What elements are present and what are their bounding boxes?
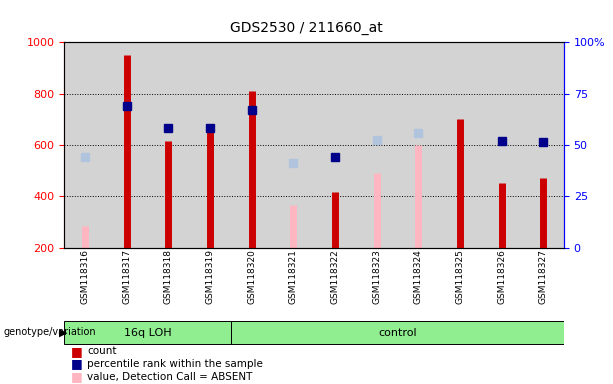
Bar — [106, 42, 148, 248]
Text: GSM118326: GSM118326 — [497, 249, 506, 304]
Bar — [481, 42, 522, 248]
Text: percentile rank within the sample: percentile rank within the sample — [87, 359, 263, 369]
Bar — [314, 42, 356, 248]
Text: ■: ■ — [70, 370, 82, 383]
Text: GSM118316: GSM118316 — [81, 249, 89, 304]
Text: ▶: ▶ — [59, 327, 67, 337]
Text: GSM118318: GSM118318 — [164, 249, 173, 304]
Text: GSM118323: GSM118323 — [372, 249, 381, 304]
Bar — [64, 42, 106, 248]
Bar — [231, 42, 273, 248]
Text: GSM118322: GSM118322 — [330, 249, 340, 304]
Bar — [273, 42, 314, 248]
Text: control: control — [378, 328, 417, 338]
Text: ■: ■ — [70, 345, 82, 358]
Text: count: count — [87, 346, 116, 356]
Bar — [439, 42, 481, 248]
Text: ■: ■ — [70, 358, 82, 371]
Text: genotype/variation: genotype/variation — [3, 327, 96, 337]
Bar — [231, 321, 564, 344]
Bar — [148, 42, 189, 248]
Bar — [189, 42, 231, 248]
Text: GSM118325: GSM118325 — [455, 249, 465, 304]
Text: GDS2530 / 211660_at: GDS2530 / 211660_at — [230, 21, 383, 35]
Text: GSM118319: GSM118319 — [205, 249, 215, 304]
Bar — [64, 321, 231, 344]
Text: GSM118327: GSM118327 — [539, 249, 547, 304]
Text: GSM118324: GSM118324 — [414, 249, 423, 304]
Text: GSM118321: GSM118321 — [289, 249, 298, 304]
Bar — [522, 42, 564, 248]
Bar — [397, 42, 439, 248]
Text: value, Detection Call = ABSENT: value, Detection Call = ABSENT — [87, 372, 253, 382]
Text: ■: ■ — [70, 383, 82, 384]
Text: GSM118317: GSM118317 — [123, 249, 131, 304]
Text: GSM118320: GSM118320 — [247, 249, 256, 304]
Text: 16q LOH: 16q LOH — [124, 328, 172, 338]
Bar — [356, 42, 397, 248]
